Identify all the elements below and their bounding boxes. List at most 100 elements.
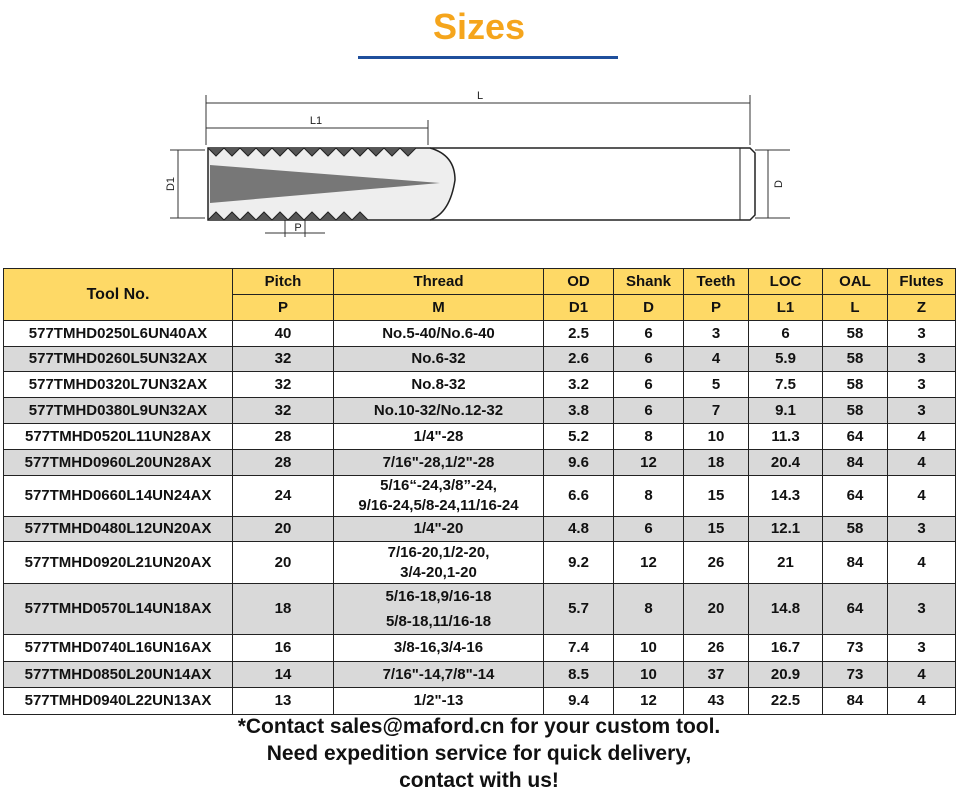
cell: 9.6 [543, 449, 614, 476]
column-symbol: D [613, 294, 684, 321]
label-d: D [773, 180, 785, 188]
header-row: P M D1 D P L1 L Z [4, 294, 956, 321]
table-row: 577TMHD0380L9UN32AX 32 No.10-32/No.12-32 3.… [3, 397, 956, 424]
label-d1: D1 [165, 177, 177, 191]
cell: 26 [683, 541, 749, 584]
cell: 9.1 [748, 397, 823, 424]
cell-line: 7/16"-28,1/2"-28 [382, 453, 495, 471]
cell-line: No.10-32/No.12-32 [373, 401, 504, 419]
cell: 20 [683, 583, 749, 635]
column-header: Thread [333, 268, 544, 295]
cell: 3.2 [543, 371, 614, 398]
tool-diagram: L L1 D1 D P [165, 90, 790, 237]
cell-line: 7/16"-14,7/8"-14 [382, 665, 495, 683]
column-header: Teeth [683, 268, 749, 295]
column-symbol: P [683, 294, 749, 321]
cell: 3 [887, 346, 956, 372]
cell: 11.3 [748, 423, 823, 450]
cell: No.10-32/No.12-32 [333, 397, 544, 424]
cell: 14.3 [748, 475, 823, 517]
footer: *Contact sales@maford.cn for your custom… [0, 713, 958, 794]
cell: 40 [232, 320, 334, 347]
cell: 20 [232, 541, 334, 584]
column-header: Tool No. [3, 268, 233, 321]
cell: 3 [887, 371, 956, 398]
cell: 4 [887, 475, 956, 517]
cell: 10 [613, 634, 684, 662]
cell: 84 [822, 449, 888, 476]
cell: 577TMHD0520L11UN28AX [3, 423, 233, 450]
cell: 64 [822, 475, 888, 517]
column-header: OD [543, 268, 614, 295]
table-row: 577TMHD0480L12UN20AX 20 1/4"-20 4.8 6 15 12.1 5… [3, 516, 956, 542]
cell: 73 [822, 661, 888, 688]
spec-table: Tool No. Pitch Thread OD Shank Teeth LOC OAL Flu… [3, 268, 956, 715]
cell: 10 [613, 661, 684, 688]
table-row: 577TMHD0260L5UN32AX 32 No.6-32 2.6 6 4 5.9 58 3 [3, 346, 956, 372]
cell: 2.5 [543, 320, 614, 347]
cell: 3/8-16,3/4-16 [333, 634, 544, 662]
cell: 577TMHD0740L16UN16AX [3, 634, 233, 662]
cell: 15 [683, 516, 749, 542]
column-header: LOC [748, 268, 823, 295]
cell: 577TMHD0960L20UN28AX [3, 449, 233, 476]
cell: 22.5 [748, 687, 823, 715]
cell: 577TMHD0260L5UN32AX [3, 346, 233, 372]
column-symbol: M [333, 294, 544, 321]
cell-line: 5/16“-24,3/8”-24, [380, 477, 497, 494]
cell: 21 [748, 541, 823, 584]
cell-line: No.8-32 [411, 375, 466, 393]
footer-line: contact with us! [399, 769, 559, 792]
cell: 84 [822, 687, 888, 715]
cell: 24 [232, 475, 334, 517]
cell: 577TMHD0660L14UN24AX [3, 475, 233, 517]
cell: 9.4 [543, 687, 614, 715]
cell: 3 [887, 397, 956, 424]
cell: 6 [613, 397, 684, 424]
cell: 58 [822, 320, 888, 347]
cell: 10 [683, 423, 749, 450]
cell: 18 [683, 449, 749, 476]
cell: 32 [232, 371, 334, 398]
table-row: 577TMHD0660L14UN24AX 24 5/16“-24,3/8”-24, 9… [3, 475, 956, 517]
cell: 32 [232, 397, 334, 424]
table-row: 577TMHD0960L20UN28AX 28 7/16"-28,1/2"-28 9.… [3, 449, 956, 476]
footer-line: *Contact sales@maford.cn for your custom… [237, 715, 721, 738]
label-p: P [294, 222, 301, 234]
column-header: Shank [613, 268, 684, 295]
cell: 9.2 [543, 541, 614, 584]
table-row: 577TMHD0320L7UN32AX 32 No.8-32 3.2 6 5 7.5 58 3 [3, 371, 956, 398]
cell: 4 [683, 346, 749, 372]
cell: 6 [613, 346, 684, 372]
cell: 3 [887, 634, 956, 662]
cell: 64 [822, 583, 888, 635]
cell-line: 5/8-18,11/16-18 [385, 613, 492, 630]
label-l1: L1 [310, 115, 322, 127]
cell: 6.6 [543, 475, 614, 517]
table-row: 577TMHD0850L20UN14AX 14 7/16"-14,7/8"-14 8.… [3, 661, 956, 688]
column-symbol: L [822, 294, 888, 321]
cell: 5.9 [748, 346, 823, 372]
cell: 6 [613, 371, 684, 398]
cell: 4.8 [543, 516, 614, 542]
cell: 12 [613, 449, 684, 476]
cell-line: 3/4-20,1-20 [400, 563, 477, 581]
column-symbol: Z [887, 294, 956, 321]
cell: 58 [822, 346, 888, 372]
cell: 15 [683, 475, 749, 517]
cell: 3 [887, 320, 956, 347]
cell: 84 [822, 541, 888, 584]
cell: 20.4 [748, 449, 823, 476]
cell: 1/4"-28 [333, 423, 544, 450]
table-row: 577TMHD0250L6UN40AX 40 No.5-40/No.6-40 2.5 6… [3, 320, 956, 347]
table-row: 577TMHD0570L14UN18AX 18 5/16-18,9/16-18 5/8… [3, 583, 956, 635]
cell: 14 [232, 661, 334, 688]
column-header: OAL [822, 268, 888, 295]
cell: 1/2"-13 [333, 687, 544, 715]
cell: 577TMHD0920L21UN20AX [3, 541, 233, 584]
footer-line: Need expedition service for quick delive… [266, 742, 692, 765]
cell: 4 [887, 687, 956, 715]
cell: 3 [683, 320, 749, 347]
column-symbol: D1 [543, 294, 614, 321]
